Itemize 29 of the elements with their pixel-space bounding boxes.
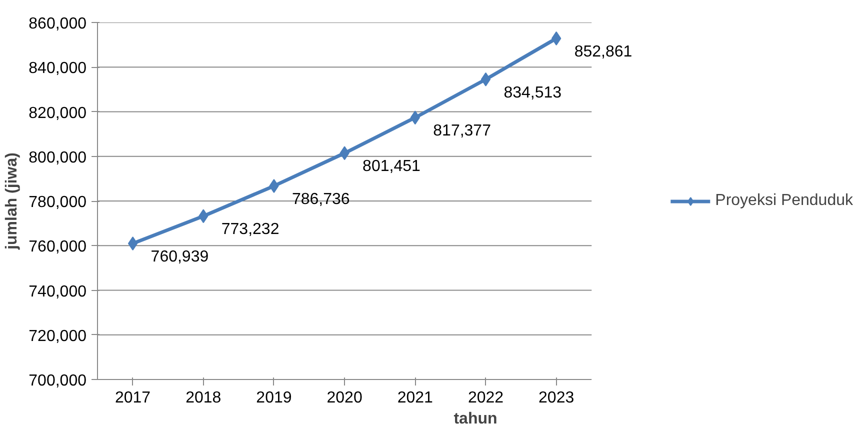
legend-label: Proyeksi Penduduk	[715, 192, 853, 210]
point	[128, 236, 138, 251]
x-tick-label: 2020	[326, 390, 362, 406]
data-label: 773,232	[221, 221, 280, 238]
data-label: 786,736	[292, 190, 350, 208]
data-label: 817,377	[433, 122, 492, 140]
x-tick-label: 2023	[538, 390, 574, 406]
y-tick-label: 860,000	[28, 16, 87, 32]
y-tick-label: 840,000	[28, 60, 87, 78]
y-tick-label: 820,000	[28, 104, 87, 122]
x-tick-label: 2018	[186, 390, 222, 406]
x-tick-label: 2022	[468, 390, 504, 406]
x-axis-title: tahun	[454, 410, 498, 428]
y-tick-label: 720,000	[28, 328, 87, 345]
point	[551, 31, 562, 46]
x-tick-label: 2021	[397, 390, 434, 406]
y-tick-label: 800,000	[28, 149, 87, 166]
y-tick-label: 700,000	[28, 372, 87, 390]
data-label: 801,451	[362, 158, 420, 176]
y-tick-label: 760,000	[28, 238, 87, 256]
y-tick-label: 740,000	[28, 283, 87, 300]
data-label: 834,513	[504, 84, 562, 102]
data-label: 852,861	[574, 43, 632, 60]
y-axis-title: jumlah (jiwa)	[4, 152, 21, 250]
data-label: 760,939	[150, 248, 209, 266]
point	[480, 72, 491, 86]
x-tick-label: 2017	[114, 390, 151, 406]
y-tick-label: 780,000	[28, 194, 87, 211]
x-tick-label: 2019	[256, 390, 292, 406]
